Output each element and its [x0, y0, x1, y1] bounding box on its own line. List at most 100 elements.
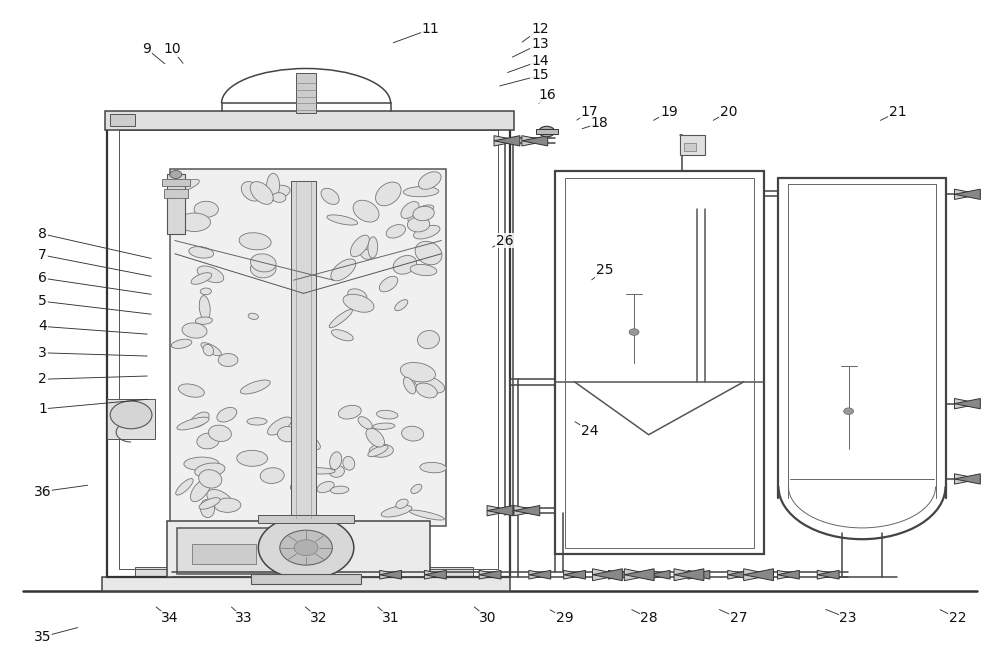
- Ellipse shape: [171, 179, 199, 193]
- Text: 6: 6: [38, 271, 47, 285]
- Ellipse shape: [419, 205, 434, 212]
- Polygon shape: [674, 569, 704, 581]
- Ellipse shape: [329, 466, 344, 478]
- Bar: [119, 130, 498, 569]
- Ellipse shape: [248, 313, 258, 320]
- Bar: [167, 521, 430, 577]
- Ellipse shape: [353, 200, 379, 222]
- Polygon shape: [494, 136, 520, 146]
- Polygon shape: [648, 570, 670, 579]
- Polygon shape: [529, 570, 551, 579]
- Text: 3: 3: [38, 346, 47, 360]
- Text: 16: 16: [539, 88, 557, 103]
- Ellipse shape: [379, 276, 398, 292]
- Ellipse shape: [197, 266, 224, 282]
- Ellipse shape: [268, 417, 292, 435]
- Text: 28: 28: [640, 611, 658, 625]
- Ellipse shape: [396, 499, 408, 508]
- Polygon shape: [529, 570, 551, 579]
- Text: 32: 32: [310, 611, 328, 625]
- Text: 11: 11: [422, 22, 439, 36]
- Bar: [192, 544, 256, 564]
- Ellipse shape: [381, 505, 412, 517]
- Ellipse shape: [413, 206, 434, 220]
- Text: 5: 5: [38, 294, 47, 308]
- Circle shape: [258, 516, 354, 579]
- Polygon shape: [522, 136, 548, 146]
- Ellipse shape: [403, 377, 416, 394]
- Polygon shape: [424, 570, 446, 579]
- Ellipse shape: [331, 330, 353, 341]
- Text: 30: 30: [479, 611, 497, 625]
- Ellipse shape: [199, 470, 222, 488]
- Ellipse shape: [182, 323, 207, 338]
- Ellipse shape: [203, 344, 214, 356]
- Ellipse shape: [171, 339, 192, 348]
- Ellipse shape: [239, 232, 271, 250]
- Ellipse shape: [402, 426, 424, 441]
- Polygon shape: [522, 136, 548, 146]
- Text: 27: 27: [730, 611, 747, 625]
- Bar: [177, 528, 276, 574]
- Text: 29: 29: [556, 611, 573, 625]
- Ellipse shape: [195, 463, 225, 478]
- Ellipse shape: [418, 330, 439, 349]
- Text: 13: 13: [531, 37, 549, 51]
- Ellipse shape: [377, 410, 398, 419]
- Text: 24: 24: [581, 424, 598, 438]
- Polygon shape: [777, 570, 799, 579]
- Text: 18: 18: [591, 116, 608, 130]
- Circle shape: [170, 170, 182, 178]
- Ellipse shape: [262, 185, 290, 200]
- Ellipse shape: [350, 235, 369, 257]
- Ellipse shape: [176, 479, 193, 495]
- Ellipse shape: [366, 428, 384, 447]
- Text: 35: 35: [34, 630, 51, 644]
- Ellipse shape: [190, 478, 211, 501]
- Ellipse shape: [414, 376, 445, 393]
- Ellipse shape: [393, 256, 417, 274]
- Ellipse shape: [207, 490, 233, 509]
- Text: 33: 33: [235, 611, 252, 625]
- Ellipse shape: [290, 480, 313, 492]
- Text: 17: 17: [581, 105, 598, 119]
- Text: 25: 25: [596, 263, 613, 277]
- Ellipse shape: [409, 510, 444, 520]
- Polygon shape: [380, 570, 402, 579]
- Circle shape: [629, 329, 639, 336]
- Ellipse shape: [191, 272, 212, 284]
- Polygon shape: [479, 570, 501, 579]
- Circle shape: [539, 127, 555, 137]
- Bar: [291, 181, 316, 518]
- Bar: [555, 171, 764, 554]
- Ellipse shape: [303, 468, 335, 474]
- Text: 12: 12: [531, 22, 549, 36]
- Ellipse shape: [343, 294, 374, 312]
- Polygon shape: [608, 570, 630, 579]
- Ellipse shape: [401, 202, 419, 218]
- Ellipse shape: [272, 192, 286, 202]
- Polygon shape: [380, 570, 402, 579]
- Ellipse shape: [177, 417, 209, 430]
- Polygon shape: [728, 570, 750, 579]
- Polygon shape: [817, 570, 839, 579]
- Bar: [102, 577, 510, 591]
- Ellipse shape: [373, 423, 395, 430]
- Polygon shape: [728, 570, 750, 579]
- Ellipse shape: [331, 259, 356, 281]
- Polygon shape: [592, 569, 622, 581]
- Bar: [170, 169, 446, 526]
- Polygon shape: [744, 569, 773, 581]
- Bar: [167, 174, 185, 234]
- Ellipse shape: [368, 446, 388, 456]
- Text: 9: 9: [143, 42, 151, 56]
- Ellipse shape: [395, 300, 408, 311]
- Text: 15: 15: [531, 69, 549, 83]
- Polygon shape: [954, 398, 980, 409]
- Ellipse shape: [250, 182, 273, 204]
- Bar: [565, 178, 754, 547]
- Ellipse shape: [200, 288, 211, 295]
- Text: 8: 8: [38, 227, 47, 241]
- Text: 10: 10: [163, 42, 181, 56]
- Polygon shape: [564, 570, 586, 579]
